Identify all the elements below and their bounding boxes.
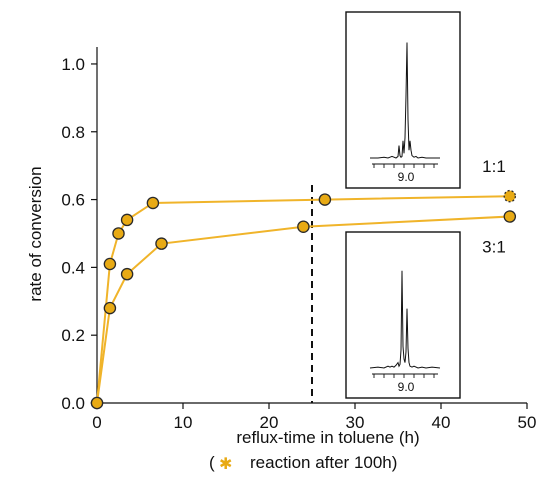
x-tick-label: 0 bbox=[92, 413, 101, 432]
series-group: 1:1 3:1 bbox=[90, 157, 517, 410]
data-point-after-100h bbox=[503, 189, 517, 203]
nmr-spectrum-trace bbox=[370, 42, 440, 159]
x-tick-label: 40 bbox=[432, 413, 451, 432]
data-point bbox=[112, 227, 125, 240]
series-label: 3:1 bbox=[482, 238, 506, 257]
data-point bbox=[503, 210, 517, 223]
series-line bbox=[96, 215, 510, 404]
annotation-note: ( ✱ reaction after 100h) bbox=[209, 453, 397, 473]
nmr-spectrum-trace bbox=[369, 270, 441, 369]
data-point bbox=[146, 196, 160, 210]
y-tick-label: 0.8 bbox=[61, 123, 85, 142]
y-tick-label: 0.6 bbox=[61, 191, 85, 210]
annotation-star-icon: ✱ bbox=[219, 454, 232, 473]
series-one-to-one: 1:1 bbox=[90, 157, 517, 410]
series-label: 1:1 bbox=[482, 157, 506, 176]
x-tick-label: 20 bbox=[260, 413, 279, 432]
x-tick-label: 30 bbox=[346, 413, 365, 432]
axes: 0.0 0.2 0.4 0.6 0.8 1.0 0 10 20 30 40 50 bbox=[61, 47, 536, 432]
annotation-open-paren: ( bbox=[209, 453, 215, 472]
data-point bbox=[318, 193, 332, 206]
data-point bbox=[90, 396, 104, 410]
data-point bbox=[103, 301, 117, 315]
y-tick-label: 0.4 bbox=[61, 258, 85, 277]
data-point bbox=[120, 267, 134, 281]
nmr-inset-bottom: 9.0 bbox=[345, 231, 461, 399]
y-axis-title: rate of conversion bbox=[26, 166, 45, 301]
data-point bbox=[120, 213, 134, 227]
data-point bbox=[155, 237, 168, 250]
x-tick-label: 10 bbox=[174, 413, 193, 432]
x-tick-label: 50 bbox=[518, 413, 537, 432]
nmr-insets: 9.0 9.0 bbox=[345, 11, 461, 399]
annotation-text: reaction after 100h) bbox=[250, 453, 397, 472]
series-three-to-one: 3:1 bbox=[90, 210, 517, 410]
y-tick-label: 1.0 bbox=[61, 55, 85, 74]
data-point bbox=[297, 220, 310, 233]
inset-frame bbox=[345, 11, 461, 189]
y-tick-label: 0.2 bbox=[61, 326, 85, 345]
inset-tick-label: 9.0 bbox=[398, 380, 415, 394]
x-axis-title: reflux-time in toluene (h) bbox=[236, 428, 419, 447]
inset-tick-label: 9.0 bbox=[398, 170, 415, 184]
data-point bbox=[103, 257, 117, 271]
nmr-inset-top: 9.0 bbox=[345, 11, 461, 189]
y-tick-label: 0.0 bbox=[61, 394, 85, 413]
